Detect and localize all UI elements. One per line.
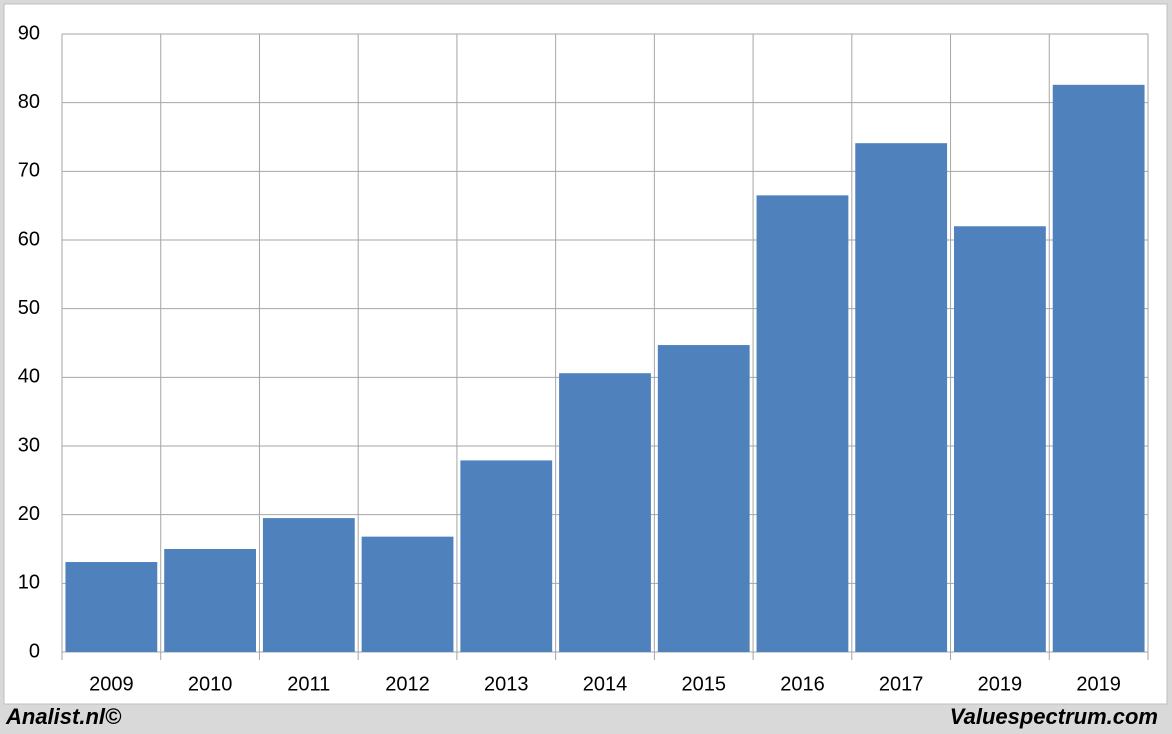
- source-left: Analist.nl©: [5, 704, 122, 729]
- source-right: Valuespectrum.com: [950, 704, 1158, 729]
- y-tick-label: 60: [18, 228, 40, 250]
- x-tick-label: 2019: [1076, 673, 1121, 695]
- y-tick-label: 10: [18, 572, 40, 594]
- x-tick-label: 2019: [978, 673, 1023, 695]
- y-tick-label: 20: [18, 503, 40, 525]
- bar: [460, 460, 553, 652]
- x-tick-label: 2013: [484, 673, 529, 695]
- bar: [1052, 84, 1145, 652]
- y-tick-label: 70: [18, 160, 40, 182]
- x-tick-label: 2012: [385, 673, 430, 695]
- y-tick-label: 30: [18, 434, 40, 456]
- y-tick-label: 80: [18, 91, 40, 113]
- y-tick-label: 0: [29, 640, 40, 662]
- bar: [65, 562, 158, 652]
- x-tick-label: 2016: [780, 673, 825, 695]
- bar: [164, 549, 256, 652]
- x-tick-label: 2014: [583, 673, 628, 695]
- x-tick-label: 2011: [287, 673, 330, 695]
- bar: [361, 536, 454, 652]
- y-tick-label: 90: [18, 22, 40, 44]
- bar: [756, 195, 849, 652]
- bar: [262, 518, 355, 652]
- bar: [855, 143, 948, 652]
- bar: [559, 373, 651, 652]
- x-tick-label: 2010: [188, 673, 233, 695]
- x-tick-label: 2009: [89, 673, 134, 695]
- y-tick-label: 40: [18, 366, 40, 388]
- bar: [657, 345, 750, 652]
- y-tick-label: 50: [18, 297, 40, 319]
- x-tick-label: 2015: [681, 673, 726, 695]
- x-tick-label: 2017: [879, 673, 924, 695]
- bar: [954, 226, 1046, 652]
